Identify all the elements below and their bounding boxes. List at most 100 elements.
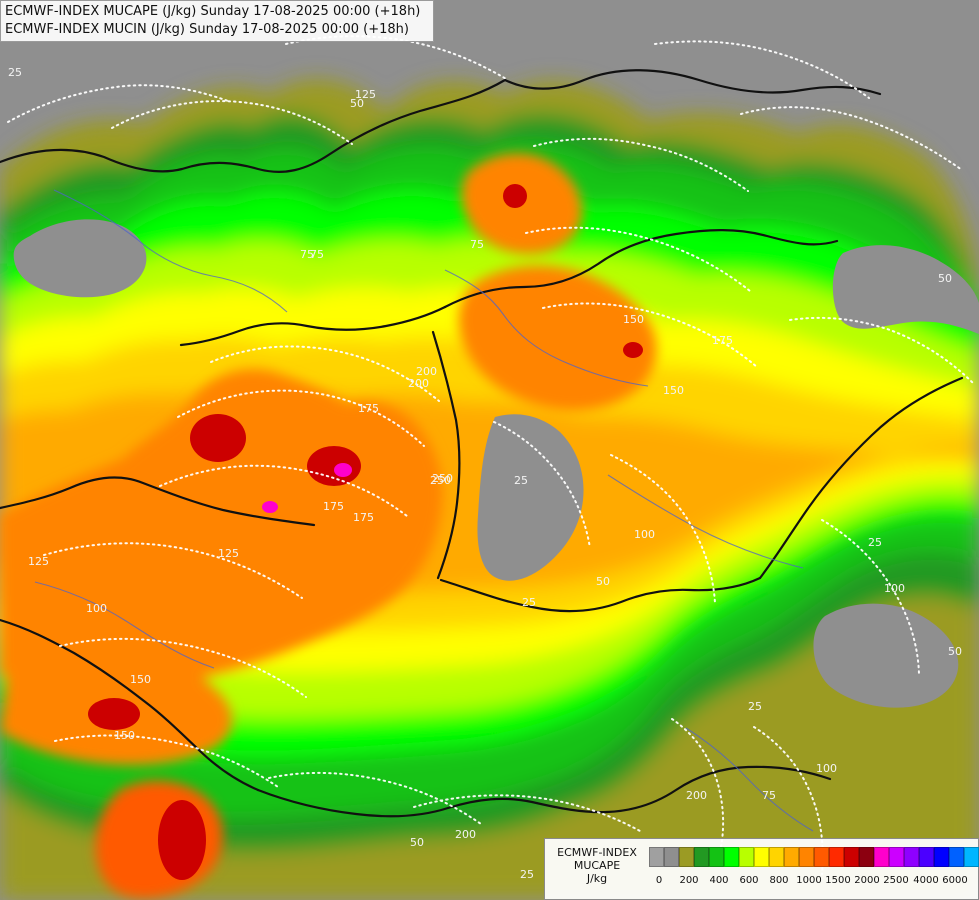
legend-swatch [829,847,844,867]
contour-label: 75 [470,238,484,251]
legend-tick-label: 1500 [825,875,851,886]
contour-label: 25 [8,66,22,79]
border-line-east [758,376,964,580]
border-line-southcentral [439,576,762,613]
legend-colorbar [649,847,979,867]
border-line-middle-2 [443,229,839,309]
contour-label: 50 [350,97,364,110]
legend-swatch [874,847,889,867]
legend-tick-label: 1000 [796,875,822,886]
contour-label: 75 [310,248,324,261]
cin-contour-8 [671,718,725,853]
legend-tick-label: 400 [709,875,729,886]
border-line-south [256,788,609,818]
legend-swatch [724,847,739,867]
gray-pocket-center [477,414,584,581]
contour-label: 50 [938,272,952,285]
cin-contour-7 [610,454,716,604]
contour-label: 175 [323,500,344,513]
legend-swatch [679,847,694,867]
legend-swatch [649,847,664,867]
contour-label: 125 [28,555,49,568]
legend-swatch [784,847,799,867]
contour-label: 200 [416,365,437,378]
cin-contour-18 [413,794,641,832]
river-1 [53,189,288,313]
cin-contour-5 [740,106,963,171]
legend-swatch [859,847,874,867]
legend-tick-label: 2500 [883,875,909,886]
orange-core-east [458,265,657,411]
legend-title-line1: ECMWF-INDEX [557,846,637,859]
contour-label: 100 [884,582,905,595]
legend-swatch [769,847,784,867]
legend-swatch [799,847,814,867]
contour-label: 175 [712,334,733,347]
border-line-north [0,78,507,173]
contour-label: 100 [86,602,107,615]
legend-swatch [964,847,979,867]
cin-contour-15 [59,637,307,698]
intense-cells [88,184,643,880]
legend-swatch [919,847,934,867]
legend-swatch [844,847,859,867]
legend-swatch [814,847,829,867]
cin-contour-2 [111,100,353,145]
rivers [34,189,814,832]
mucape-title: ECMWF-INDEX MUCAPE (J/kg) Sunday 17-08-2… [5,4,421,19]
cin-contour-19 [533,137,749,192]
legend-swatch [709,847,724,867]
legend-title: ECMWF-INDEX MUCAPE J/kg [551,846,643,885]
contour-label: 75 [300,248,314,261]
cin-contour-4 [654,40,870,99]
legend-tick-label: 4000 [913,875,939,886]
deep-red-cell-south [158,800,206,880]
map-title-box: ECMWF-INDEX MUCAPE (J/kg) Sunday 17-08-2… [0,0,434,42]
magenta-cell-west [262,501,278,513]
river-4 [34,581,215,669]
river-2 [444,269,649,387]
cin-contour-22 [789,316,975,385]
contour-label: 250 [432,472,453,485]
contour-label: 25 [514,474,528,487]
contour-label: 75 [762,789,776,802]
legend-tick-label: 2000 [854,875,880,886]
legend-title-line3: J/kg [586,872,608,885]
contour-label: 100 [634,528,655,541]
border-line-middle-1 [179,305,447,347]
contour-labels: 25 75 125 50 100 150 175 200 250 25 75 1… [8,66,962,881]
country-borders [0,69,964,818]
contour-label: 25 [520,868,534,881]
cin-contour-1 [7,84,229,123]
gray-pocket-east [832,245,979,334]
legend-tick-label: 0 [655,875,663,886]
cin-contour-21 [542,302,758,368]
contour-label: 25 [868,536,882,549]
legend-tick-label: 600 [739,875,759,886]
border-line-northeast [503,69,882,96]
deep-red-cell-southwest [88,698,140,730]
gray-pocket-southeast [813,603,959,708]
legend-tick-label: 800 [769,875,789,886]
deep-red-cell-east [623,342,643,358]
legend-ticks: 0 200 400 600 800 1000 1500 2000 2500 4000 6000 [649,875,979,889]
cin-contour-11 [210,345,440,402]
legend-swatch [694,847,709,867]
river-3 [607,474,804,569]
gray-pocket-west [13,219,147,298]
border-line-southeast [605,765,832,814]
contour-label: 50 [596,575,610,588]
cin-contour-14 [43,542,303,599]
deep-red-cell-west [190,414,246,462]
legend: ECMWF-INDEX MUCAPE J/kg 0 200 400 600 800 100… [544,838,979,900]
legend-swatch [904,847,919,867]
contour-label: 200 [408,377,429,390]
river-5 [685,727,814,832]
contour-label: 50 [948,645,962,658]
deep-red-cell-center [307,446,361,486]
contour-label: 150 [130,673,151,686]
border-line-west [0,476,316,527]
cin-contour-6 [493,421,591,549]
